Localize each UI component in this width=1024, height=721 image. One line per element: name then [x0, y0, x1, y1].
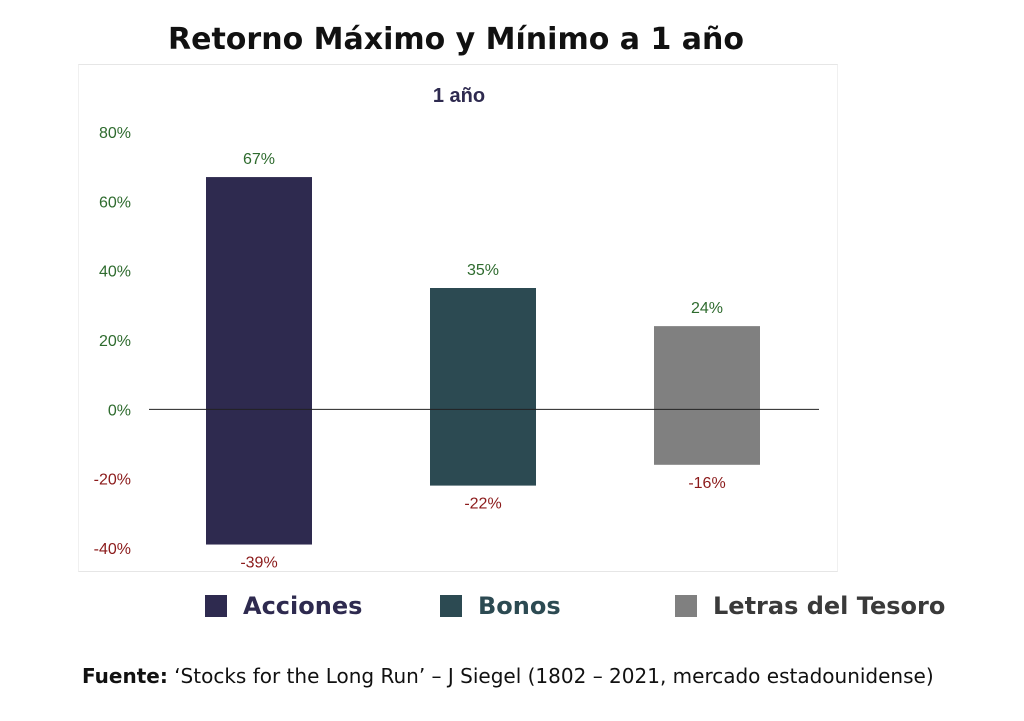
legend-label-acciones: Acciones	[243, 592, 363, 620]
legend: Acciones Bonos Letras del Tesoro	[0, 592, 1024, 626]
legend-item-acciones: Acciones	[205, 592, 362, 620]
min-value-label: -16%	[688, 475, 725, 492]
y-tick-label: 40%	[99, 264, 131, 281]
bar-acciones	[206, 177, 312, 545]
source-note: Fuente: ‘Stocks for the Long Run’ – J Si…	[82, 664, 934, 688]
legend-swatch-letras	[675, 595, 697, 617]
bar-bonos	[430, 288, 536, 486]
chart-title: Retorno Máximo y Mínimo a 1 año	[168, 22, 744, 57]
max-value-label: 35%	[467, 262, 499, 279]
y-tick-label: 80%	[99, 125, 131, 142]
legend-swatch-bonos	[440, 595, 462, 617]
y-tick-label: 60%	[99, 194, 131, 211]
legend-swatch-acciones	[205, 595, 227, 617]
bar-letras-del-tesoro	[654, 326, 760, 465]
max-value-label: 67%	[243, 151, 275, 168]
legend-label-bonos: Bonos	[478, 592, 561, 620]
source-text: ‘Stocks for the Long Run’ – J Siegel (18…	[167, 664, 934, 688]
legend-item-letras: Letras del Tesoro	[675, 592, 945, 620]
y-tick-label: 0%	[108, 402, 131, 419]
y-tick-label: 20%	[99, 333, 131, 350]
min-value-label: -39%	[240, 555, 277, 572]
bar-chart: 1 año 80% 60% 40% 20% 0% -20% -40% 67% -39% 35% -22…	[94, 85, 819, 572]
max-value-label: 24%	[691, 300, 723, 317]
chart-subtitle: 1 año	[433, 85, 485, 107]
min-value-label: -22%	[464, 496, 501, 513]
chart-area: 1 año 80% 60% 40% 20% 0% -20% -40% 67% -39% 35% -22…	[78, 64, 838, 572]
legend-item-bonos: Bonos	[440, 592, 561, 620]
source-prefix: Fuente:	[82, 664, 168, 688]
y-tick-label: -20%	[94, 472, 131, 489]
legend-label-letras: Letras del Tesoro	[713, 592, 946, 620]
y-tick-label: -40%	[94, 541, 131, 558]
